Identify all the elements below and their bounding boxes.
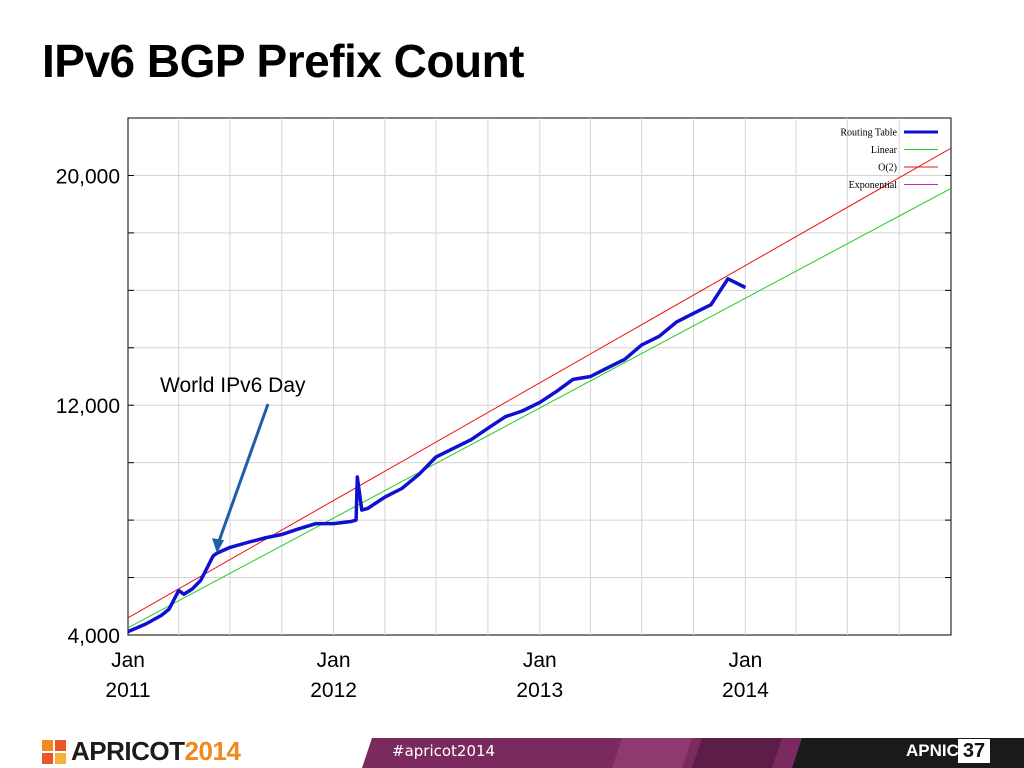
y-tick-label: 12,000 xyxy=(56,395,120,418)
y-axis-ticks: 20,000 12,000 4,000 xyxy=(56,165,120,648)
annotation-world-ipv6-day: World IPv6 Day xyxy=(160,374,306,554)
x-tick-label-line: Jan xyxy=(111,649,145,672)
legend: Routing Table Linear O(2) Exponential xyxy=(840,128,938,191)
legend-label: Routing Table xyxy=(840,128,897,139)
x-tick-label: Jan 2012 xyxy=(310,649,357,702)
y-tick-label: 20,000 xyxy=(56,165,120,188)
x-tick-label-line: Jan xyxy=(523,649,557,672)
x-tick-label-line: Jan xyxy=(728,649,762,672)
annotation-label: World IPv6 Day xyxy=(160,374,306,397)
x-tick-label-line: 2013 xyxy=(516,679,563,702)
annotation-arrow-head xyxy=(212,538,225,554)
apricot-brand-name: APRICOT xyxy=(71,736,185,766)
x-tick-label: Jan 2011 xyxy=(105,649,150,702)
x-tick-label-line: 2012 xyxy=(310,679,357,702)
apricot-logo: APRICOT2014 xyxy=(42,736,241,767)
routing-table-series xyxy=(127,277,747,634)
apnic-logo: APNIC xyxy=(906,741,959,760)
series-line-routing-table xyxy=(127,277,747,634)
x-axis-ticks: Jan 2011 Jan 2012 Jan 2013 Jan 2014 xyxy=(105,649,769,702)
footer: APRICOT2014 #apricot2014 APNIC 37 xyxy=(0,730,1024,768)
x-tick-label: Jan 2014 xyxy=(722,649,769,702)
x-tick-label-line: Jan xyxy=(317,649,351,672)
apricot-brand-year: 2014 xyxy=(184,736,241,766)
legend-label: O(2) xyxy=(878,163,897,174)
apricot-brand: APRICOT2014 xyxy=(71,736,241,767)
legend-label: Linear xyxy=(871,145,898,156)
apricot-logo-icon xyxy=(42,739,66,764)
grid-lines xyxy=(128,118,951,635)
annotation-arrow-shaft xyxy=(217,403,270,542)
x-tick-label: Jan 2013 xyxy=(516,649,563,702)
hashtag: #apricot2014 xyxy=(392,742,496,760)
legend-label: Exponential xyxy=(849,180,898,191)
x-tick-label-line: 2014 xyxy=(722,679,769,702)
y-tick-label: 4,000 xyxy=(67,625,120,648)
slide-title: IPv6 BGP Prefix Count xyxy=(42,35,525,87)
apnic-number-badge: 37 xyxy=(958,739,990,763)
x-tick-label-line: 2011 xyxy=(105,679,150,702)
series-line-linear xyxy=(128,187,951,629)
